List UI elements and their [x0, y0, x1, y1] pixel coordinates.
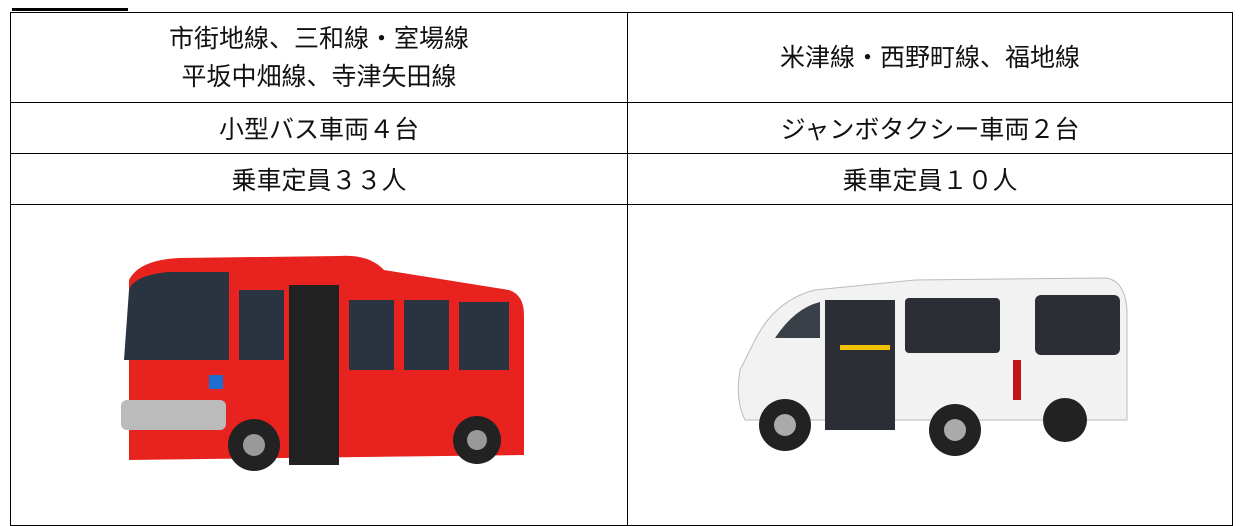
cell-line: 平坂中畑線、寺津矢田線: [181, 61, 457, 91]
cell: 市街地線、三和線・室場線 平坂中畑線、寺津矢田線: [10, 12, 628, 103]
bus-illustration: [121, 255, 524, 471]
cell-line: 市街地線、三和線・室場線: [168, 23, 469, 53]
vehicle-table: 市街地線、三和線・室場線 平坂中畑線、寺津矢田線 米津線・西野町線、福地線 小型バ…: [10, 12, 1233, 526]
cell: 小型バス車両４台: [10, 102, 628, 154]
cell-line: 米津線・西野町線、福地線: [779, 42, 1080, 72]
row: 市街地線、三和線・室場線 平坂中畑線、寺津矢田線 米津線・西野町線、福地線: [10, 12, 1233, 103]
cell: ジャンボタクシー車両２台: [627, 102, 1233, 154]
image-cell: [627, 204, 1233, 526]
row: [10, 204, 1233, 526]
image-cell: [10, 204, 628, 526]
heading-underline: [12, 8, 128, 11]
row: 乗車定員３３人 乗車定員１０人: [10, 153, 1233, 205]
page: {"table": {"rows": [ [["市街地線、三和線・室場線", "…: [10, 8, 1233, 526]
cell: 乗車定員３３人: [10, 153, 628, 205]
row: 小型バス車両４台 ジャンボタクシー車両２台: [10, 102, 1233, 154]
van-illustration: [737, 277, 1128, 456]
cell: 米津線・西野町線、福地線: [627, 12, 1233, 103]
cell: 乗車定員１０人: [627, 153, 1233, 205]
